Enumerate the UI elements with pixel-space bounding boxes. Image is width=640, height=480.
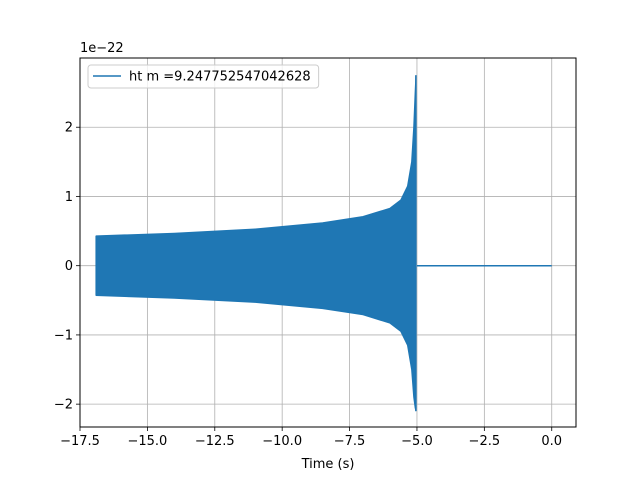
ticks: −17.5 −15.0 −12.5 −10.0 −7.5 −5.0 −2.5 0.0 −2 −1 0… (54, 121, 562, 449)
y-tick-label: 2 (65, 121, 73, 136)
x-tick-label: −12.5 (195, 434, 235, 449)
y-tick-label: −2 (54, 398, 73, 413)
series-0-oscillation-band (95, 75, 417, 412)
x-tick-label: −15.0 (127, 434, 167, 449)
x-tick-label: −7.5 (334, 434, 366, 449)
series-layer (95, 75, 552, 412)
x-tick-label: −17.5 (60, 434, 100, 449)
legend: ht m =9.247752547042628 (87, 64, 320, 89)
x-tick-label: −10.0 (262, 434, 302, 449)
y-tick-label: 0 (65, 259, 73, 274)
x-tick-label: 0.0 (541, 434, 562, 449)
y-offset-label: 1e−22 (80, 41, 124, 56)
x-tick-label: −5.0 (401, 434, 433, 449)
x-tick-label: −2.5 (469, 434, 501, 449)
legend-entry-label: ht m =9.247752547042628 (129, 70, 311, 85)
y-tick-label: −1 (54, 328, 73, 343)
plot-frame (79, 57, 577, 428)
y-tick-label: 1 (65, 190, 73, 205)
x-axis-label: Time (s) (301, 457, 355, 472)
legend-box (87, 64, 320, 89)
